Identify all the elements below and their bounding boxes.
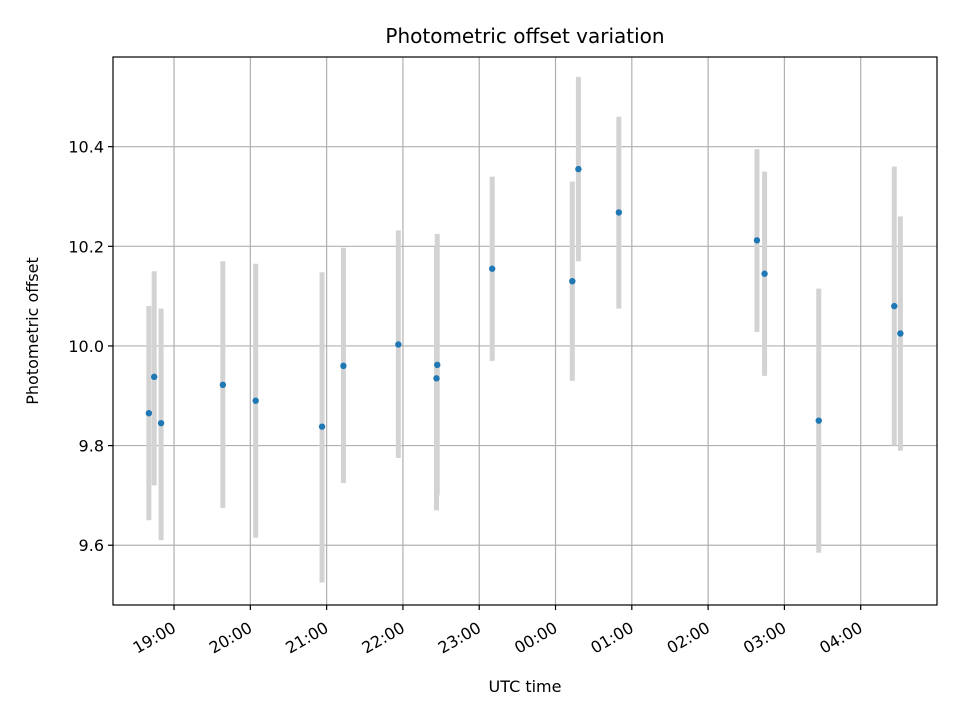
data-point [753,237,761,244]
y-axis-ticks: 9.6 9.8 10.0 10.2 10.4 [68,138,113,555]
data-point [575,165,582,173]
x-axis-label: UTC time [489,677,562,696]
plot-frame [112,56,938,606]
grid-lines [113,57,937,605]
y-tick-label: 10.0 [68,337,104,356]
data-point [151,373,158,381]
data-point [433,375,440,382]
data-point [252,397,259,404]
data-point [145,410,153,417]
chart-title: Photometric offset variation [385,24,664,48]
data-point [615,209,623,216]
data-point [219,381,227,389]
data-point [761,270,768,277]
y-tick-label: 9.6 [79,536,104,555]
data-point [434,361,441,369]
data-point [157,419,165,427]
data-point [569,277,576,285]
y-tick-label: 9.8 [79,437,104,456]
data-point [395,341,402,348]
data-points [145,165,904,430]
y-tick-label: 10.2 [68,237,104,256]
y-axis-label: Photometric offset [23,257,42,405]
data-point [891,302,898,310]
data-point [897,330,904,337]
data-point [340,362,347,370]
data-point [815,417,822,424]
data-point [318,423,326,430]
y-tick-label: 10.4 [68,138,104,157]
data-point [488,265,496,272]
